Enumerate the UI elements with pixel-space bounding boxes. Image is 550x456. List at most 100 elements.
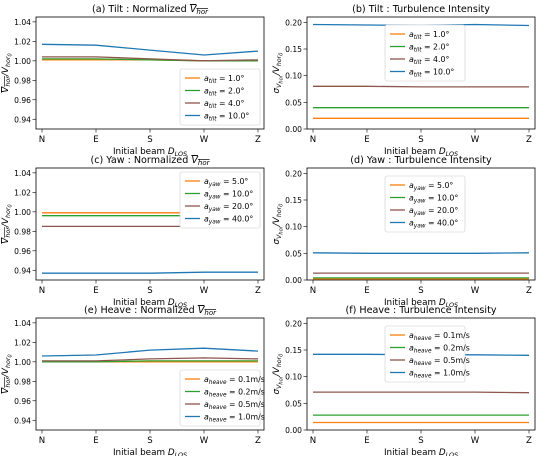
legend-entry-3: aheave = 0.5m/s xyxy=(409,356,470,367)
legend-box xyxy=(179,369,261,427)
series-line-2 xyxy=(42,360,258,363)
legend-entry-3: ayaw = 20.0° xyxy=(204,202,253,213)
x-tick-label: W xyxy=(200,286,209,296)
x-tick-label: E xyxy=(93,286,98,296)
legend-entry-1: aheave = 0.1m/s xyxy=(204,375,265,386)
y-tick-label: 0.05 xyxy=(285,98,302,107)
x-tick-label: Z xyxy=(255,436,261,446)
legend-entry-1: atilt = 1.0° xyxy=(409,30,449,41)
x-tick-label: S xyxy=(147,286,152,296)
legend-entry-3: aheave = 0.5m/s xyxy=(204,400,265,411)
x-axis-label: Initial beam DLOS xyxy=(113,147,187,158)
legend-entry-1: ayaw = 5.0° xyxy=(204,177,248,188)
y-tick-label: 0.96 xyxy=(14,397,31,406)
legend-entry-2: ayaw = 10.0° xyxy=(409,194,458,205)
y-axis-label: σVhor/Vhor0 xyxy=(272,353,285,394)
y-tick-label: 1.00 xyxy=(14,358,31,367)
y-tick-label: 0.98 xyxy=(14,227,31,236)
subplot-title: (a) Tilt : Normalized Vhor xyxy=(92,4,209,16)
legend: ayaw = 5.0° ayaw = 10.0°ayaw = 20.0° ayaw … xyxy=(384,175,466,233)
x-tick-label: W xyxy=(200,436,209,446)
legend-entry-2: ayaw = 10.0° xyxy=(204,190,253,201)
subplot-2: N E S W Z 0.00 0.05 0.10 0.15 0.20 (b) Tilt : Turb… xyxy=(272,4,536,158)
legend-entry-4: aheave = 1.0m/s xyxy=(204,413,265,424)
series-line-4 xyxy=(41,43,259,56)
y-tick-label: 0.00 xyxy=(285,276,302,285)
x-tick-label: Z xyxy=(255,135,261,145)
x-tick-label: Z xyxy=(255,286,261,296)
x-tick-label: Z xyxy=(526,135,532,145)
y-tick-label: 0.05 xyxy=(285,249,302,258)
subplot-1: N E S W Z 0.94 0.96 0.98 1.00 1.02 1.04 (a) Tilt : … xyxy=(1,4,265,158)
series-line-3 xyxy=(42,56,259,62)
y-axis-label: Vhor/Vhor0 xyxy=(1,354,14,393)
y-tick-label: 1.00 xyxy=(14,208,31,217)
y-tick-label: 0.00 xyxy=(285,426,302,435)
y-tick-label: 0.94 xyxy=(14,266,31,275)
legend-box xyxy=(179,171,261,229)
series-line-3 xyxy=(313,391,530,394)
subplot-title: (e) Heave : Normalized Vhor xyxy=(84,305,217,317)
legend-entry-4: ayaw = 40.0° xyxy=(204,215,253,226)
y-tick-label: 0.98 xyxy=(14,377,31,386)
legend-entry-4: ayaw = 40.0° xyxy=(409,219,458,230)
x-axis-label: Initial beam DLOS xyxy=(113,298,187,309)
subplot-3: N E S W Z 0.94 0.96 0.98 1.00 1.02 1.04 (c) Yaw : N… xyxy=(1,155,265,309)
x-tick-label: N xyxy=(310,436,316,446)
legend-entry-4: atilt = 10.0° xyxy=(204,112,249,123)
legend-entry-2: atilt = 2.0° xyxy=(409,43,449,54)
x-tick-label: W xyxy=(471,436,480,446)
subplot-title: (b) Tilt : Turbulence Intensity xyxy=(352,4,490,15)
y-axis-label: Vhor/Vhor0 xyxy=(1,204,14,243)
x-axis-label: Initial beam DLOS xyxy=(113,448,187,456)
series-line-4 xyxy=(312,252,530,254)
subplot-title: (c) Yaw : Normalized Vhor xyxy=(90,155,210,167)
y-axis-label: Vhor/Vhor0 xyxy=(1,53,14,92)
series-line-4 xyxy=(42,271,258,274)
x-tick-label: Z xyxy=(526,286,532,296)
legend-box xyxy=(179,68,261,126)
subplot-title: (f) Heave : Turbulence Intensity xyxy=(345,305,496,316)
series-line-3 xyxy=(42,357,259,362)
legend-entry-3: ayaw = 20.0° xyxy=(409,206,458,217)
x-tick-label: Z xyxy=(526,436,532,446)
series-line-3 xyxy=(313,85,529,88)
y-tick-label: 0.20 xyxy=(285,18,302,27)
y-tick-label: 0.20 xyxy=(285,319,302,328)
x-tick-label: W xyxy=(471,286,480,296)
y-tick-label: 1.04 xyxy=(14,319,31,328)
y-tick-label: 0.98 xyxy=(14,76,31,85)
x-tick-label: N xyxy=(310,135,316,145)
x-tick-label: E xyxy=(364,135,369,145)
legend-entry-1: aheave = 0.1m/s xyxy=(409,331,470,342)
x-tick-label: W xyxy=(471,135,480,145)
x-tick-label: N xyxy=(39,286,45,296)
y-tick-label: 1.04 xyxy=(14,18,31,27)
y-tick-label: 0.94 xyxy=(14,416,31,425)
legend-entry-4: atilt = 10.0° xyxy=(409,68,454,79)
x-tick-label: S xyxy=(147,436,152,446)
x-tick-label: N xyxy=(39,436,45,446)
y-tick-label: 0.96 xyxy=(14,96,31,105)
legend: ayaw = 5.0° ayaw = 10.0°ayaw = 20.0° ayaw … xyxy=(179,171,261,229)
legend: atilt = 1.0° atilt = 2.0°atilt = 4.0° atil… xyxy=(179,68,261,126)
x-tick-label: S xyxy=(147,135,152,145)
legend: atilt = 1.0° atilt = 2.0°atilt = 4.0° atil… xyxy=(384,24,466,82)
y-tick-label: 1.00 xyxy=(14,57,31,66)
y-tick-label: 0.10 xyxy=(285,223,302,232)
legend-entry-2: atilt = 2.0° xyxy=(204,87,244,98)
y-tick-label: 1.02 xyxy=(14,37,31,46)
legend-entry-3: atilt = 4.0° xyxy=(409,55,449,66)
x-tick-label: W xyxy=(200,135,209,145)
x-tick-label: S xyxy=(418,436,423,446)
y-tick-label: 0.10 xyxy=(285,373,302,382)
y-tick-label: 1.02 xyxy=(14,338,31,347)
x-tick-label: S xyxy=(418,135,423,145)
y-tick-label: 0.00 xyxy=(285,125,302,134)
x-tick-label: N xyxy=(310,286,316,296)
x-tick-label: N xyxy=(39,135,45,145)
series-line-4 xyxy=(41,347,259,357)
y-tick-label: 0.94 xyxy=(14,115,31,124)
